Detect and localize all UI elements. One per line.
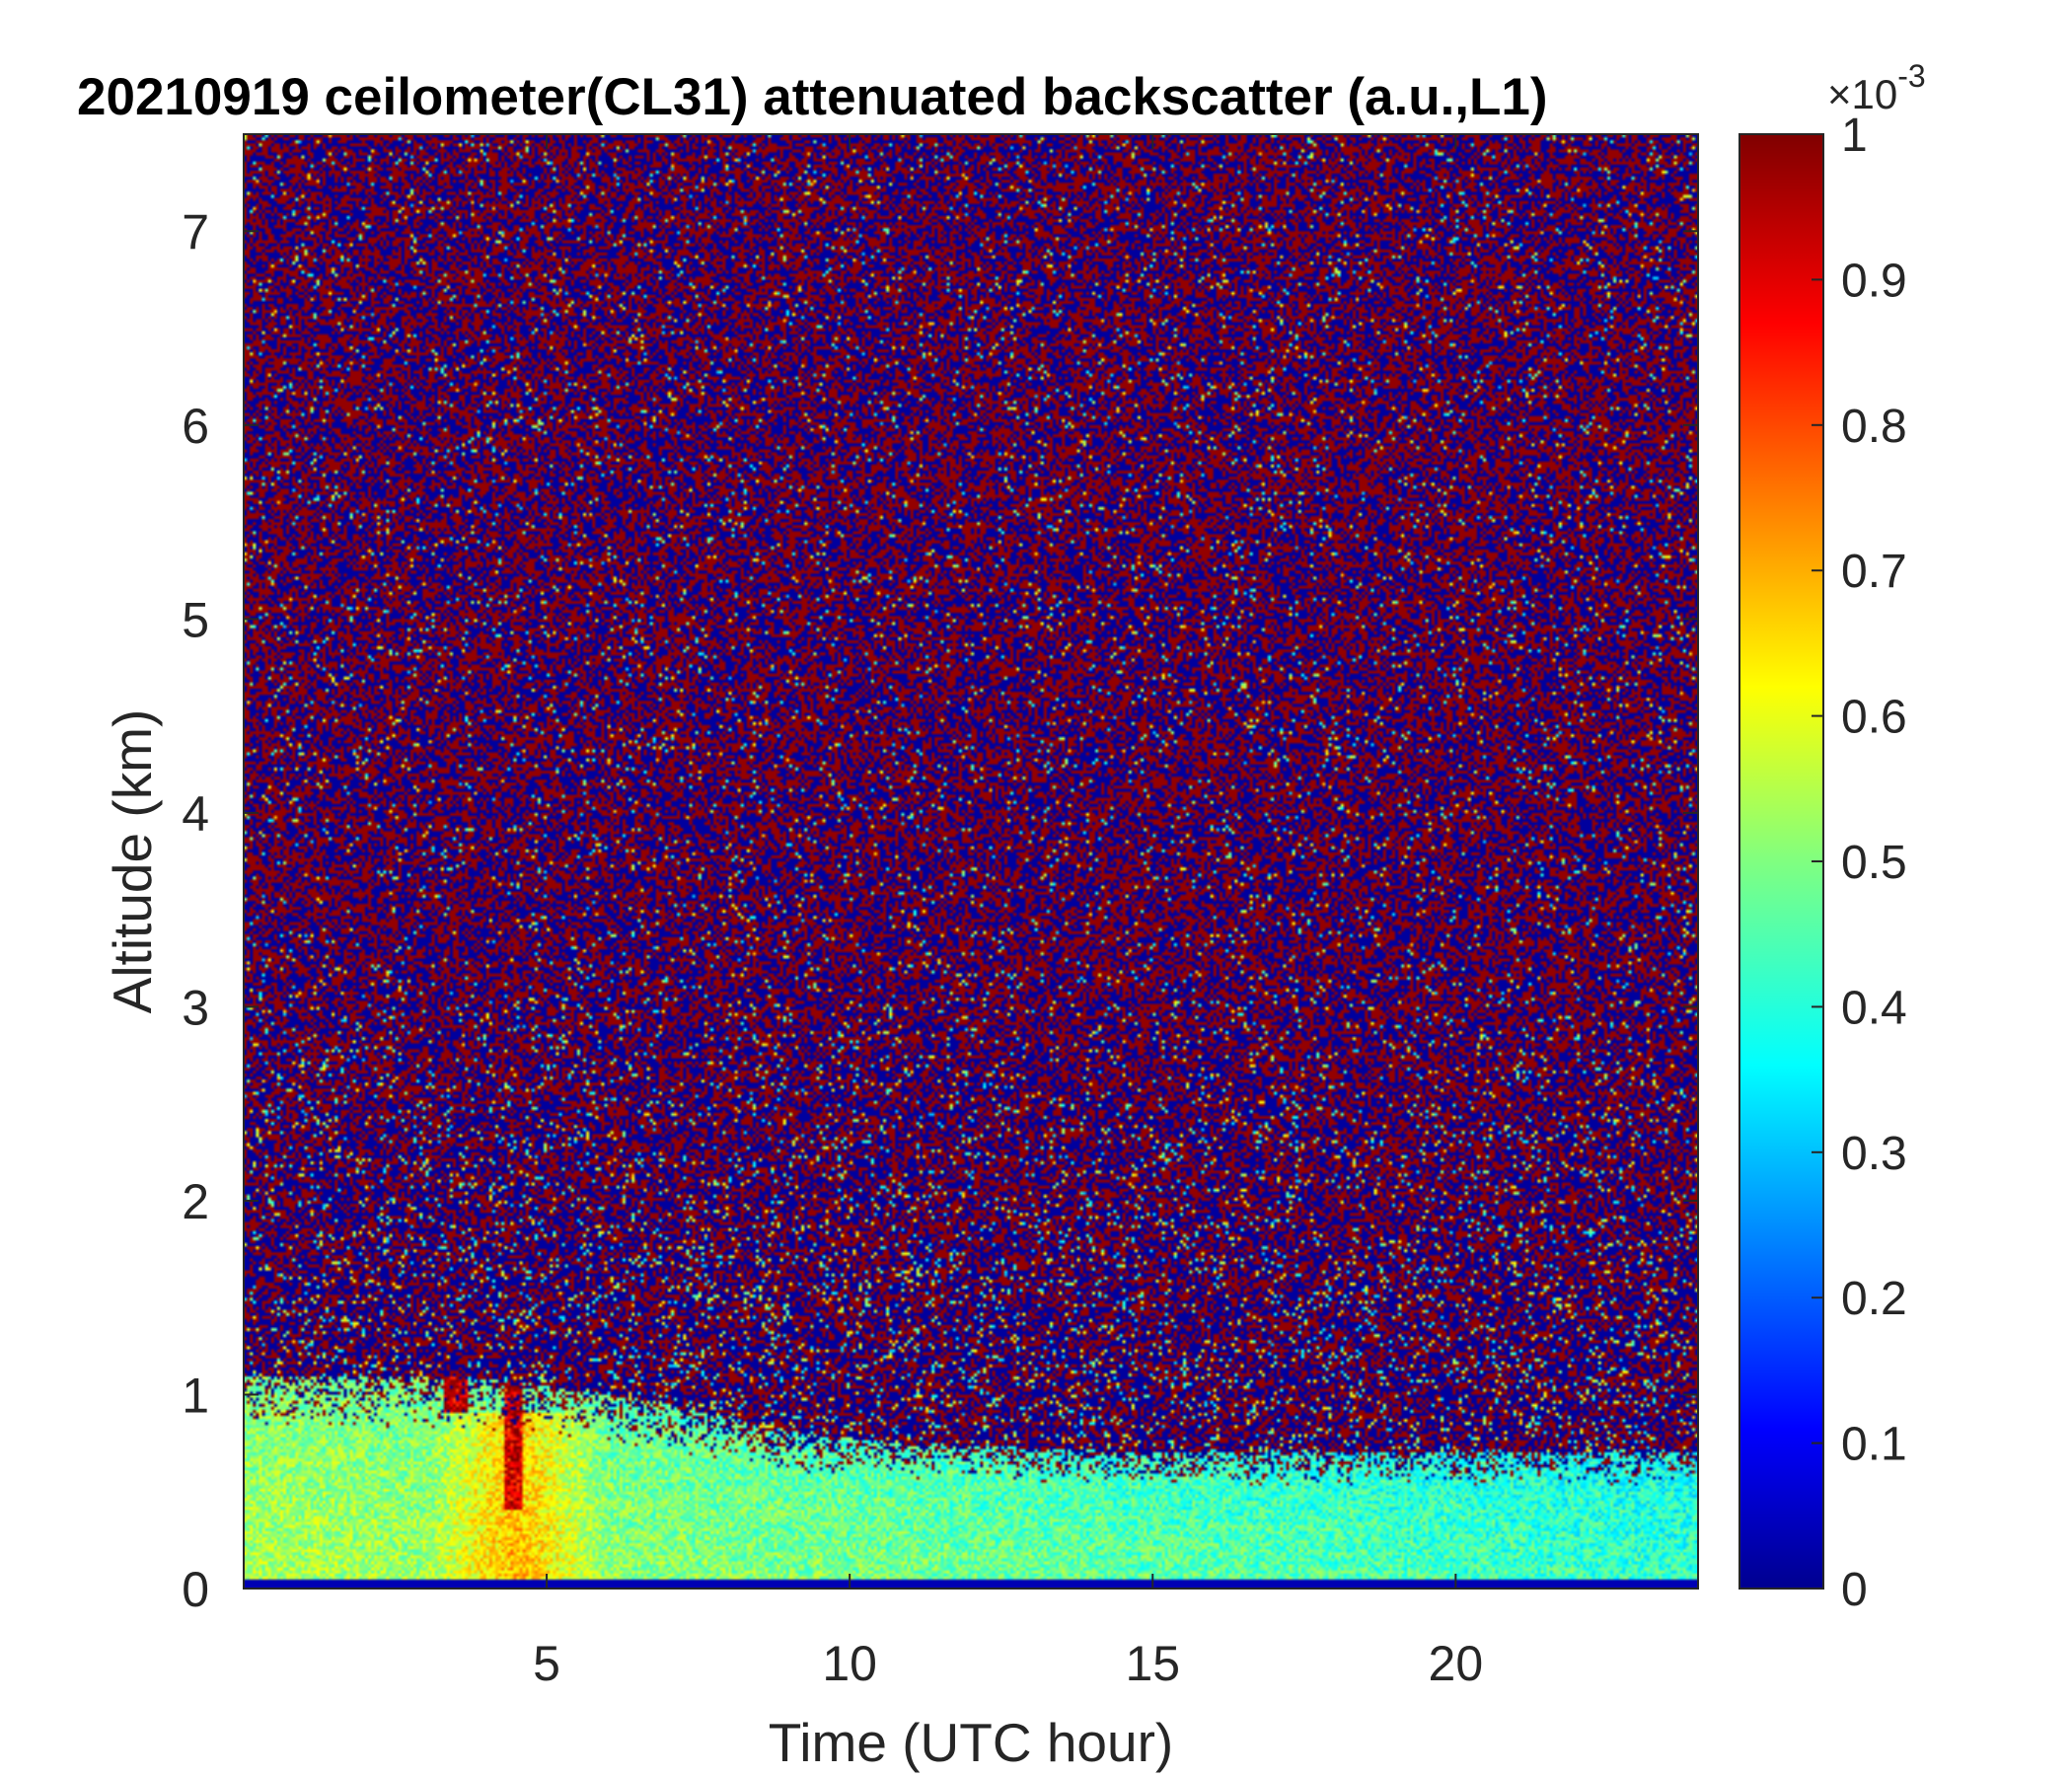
colorbar-tick-label: 1	[1841, 110, 1868, 162]
colorbar-exponent: -3	[1897, 58, 1925, 94]
colorbar-tick-label: 0.9	[1841, 255, 1907, 307]
backscatter-heatmap	[244, 134, 1698, 1589]
y-tick-label: 4	[182, 786, 209, 842]
colorbar-tick-label: 0.8	[1841, 401, 1907, 453]
y-tick-label: 7	[182, 204, 209, 259]
x-axis-label: Time (UTC hour)	[769, 1712, 1174, 1773]
colorbar-tick-label: 0.4	[1841, 982, 1907, 1034]
x-tick-label: 5	[533, 1636, 560, 1691]
y-tick-label: 2	[182, 1174, 209, 1229]
y-tick-label: 6	[182, 399, 209, 454]
colorbar-tick-label: 0	[1841, 1564, 1868, 1616]
x-tick-label: 15	[1125, 1636, 1180, 1691]
colorbar	[1739, 133, 1824, 1590]
plot-area	[244, 134, 1698, 1589]
chart-title: 20210919 ceilometer(CL31) attenuated bac…	[77, 68, 1548, 126]
colorbar-tick-label: 0.6	[1841, 692, 1907, 744]
y-axis-label: Altitude (km)	[102, 709, 163, 1014]
x-tick-label: 10	[822, 1636, 877, 1691]
colorbar-tick-label: 0.2	[1841, 1273, 1907, 1325]
colorbar-tick-label: 0.7	[1841, 546, 1907, 598]
y-axis: 0 1 2 3 4 5 6 7	[182, 204, 1698, 1617]
colorbar-tick-label: 0.5	[1841, 837, 1907, 889]
y-tick-label: 0	[182, 1562, 209, 1617]
colorbar-tick-label: 0.1	[1841, 1419, 1907, 1471]
y-tick-label: 5	[182, 592, 209, 647]
colorbar-multiplier: ×10-3	[1827, 58, 1926, 117]
y-tick-label: 1	[182, 1368, 209, 1423]
plot-frame	[243, 133, 1699, 1590]
colorbar-tick-label: 0.3	[1841, 1128, 1907, 1180]
x-tick-label: 20	[1429, 1636, 1484, 1691]
x-axis: 5 10 15 20	[533, 134, 1483, 1691]
colorbar-axis: 0 0.1 0.2 0.3 0.4 0.5 0.6 0.7 0.8 0.9 1	[1812, 110, 1907, 1616]
y-tick-label: 3	[182, 980, 209, 1035]
